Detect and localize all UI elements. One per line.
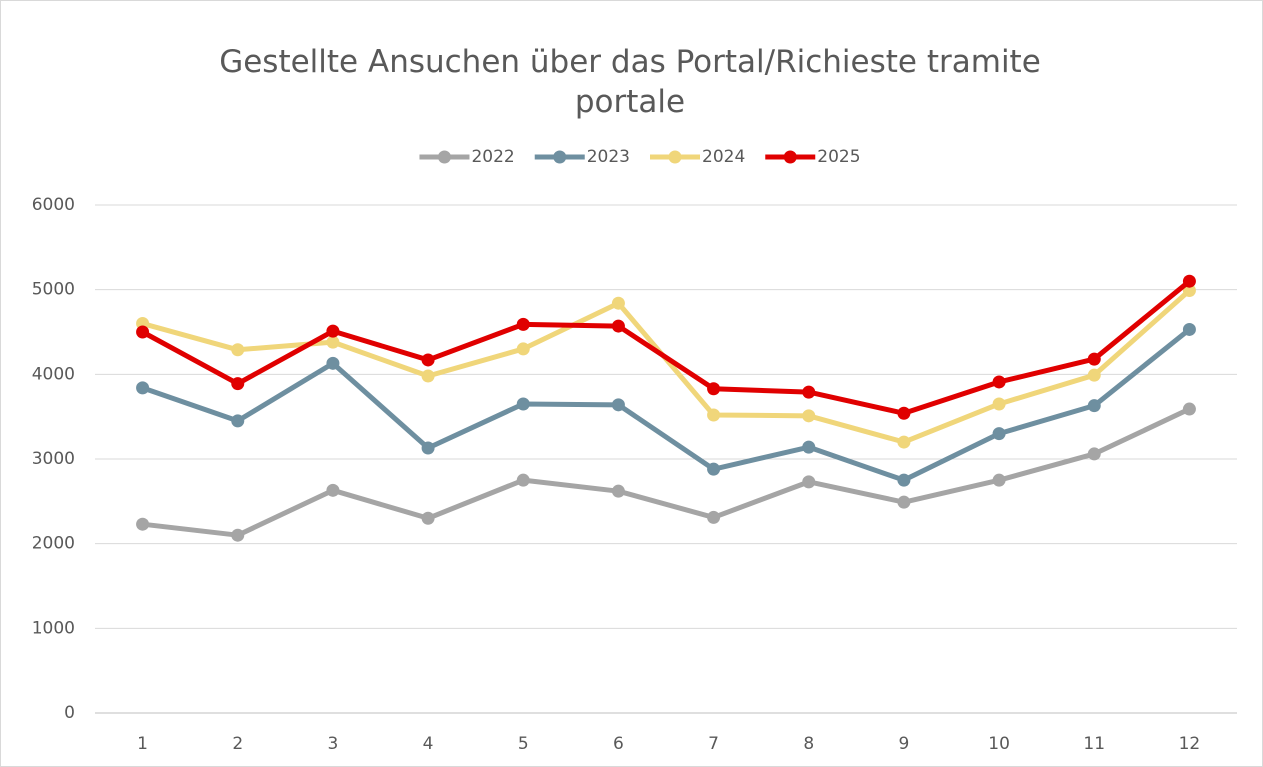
data-point (992, 473, 1006, 487)
x-tick-label: 6 (613, 734, 624, 754)
x-tick-label: 3 (328, 734, 339, 754)
legend-marker (437, 150, 451, 164)
x-tick-label: 9 (899, 734, 910, 754)
data-point (992, 427, 1006, 441)
x-tick-label: 10 (988, 734, 1010, 754)
data-point (326, 356, 340, 370)
x-tick-label: 1 (137, 734, 148, 754)
data-point (421, 369, 435, 383)
x-tick-label: 2 (232, 734, 243, 754)
x-tick-label: 5 (518, 734, 529, 754)
y-tick-label: 0 (64, 703, 75, 723)
data-point (421, 353, 435, 367)
series-line (141, 327, 1191, 483)
data-point (1182, 402, 1196, 416)
data-point (707, 408, 721, 422)
legend-label: 2024 (702, 147, 745, 167)
data-point (421, 441, 435, 455)
data-point (992, 375, 1006, 389)
data-point (1087, 399, 1101, 413)
data-point (802, 385, 816, 399)
data-point (516, 342, 530, 356)
legend-label: 2025 (817, 147, 860, 167)
data-point (802, 409, 816, 423)
legend-label: 2022 (471, 147, 514, 167)
data-point (802, 475, 816, 489)
data-point (1087, 447, 1101, 461)
data-point (611, 319, 625, 333)
data-point (611, 296, 625, 310)
data-point (707, 510, 721, 524)
data-point (421, 511, 435, 525)
y-tick-label: 2000 (32, 534, 75, 554)
data-point (707, 382, 721, 396)
y-tick-label: 1000 (32, 618, 75, 638)
data-point (326, 324, 340, 338)
data-point (1087, 368, 1101, 382)
data-point (231, 414, 245, 428)
legend-marker (668, 150, 682, 164)
legend-label: 2023 (587, 147, 630, 167)
y-tick-label: 5000 (32, 280, 75, 300)
y-tick-label: 6000 (32, 195, 75, 215)
data-point (136, 325, 150, 339)
x-tick-label: 7 (708, 734, 719, 754)
data-point (611, 484, 625, 498)
legend-marker (553, 150, 567, 164)
data-point (1182, 284, 1196, 298)
data-point (1087, 352, 1101, 366)
data-point (326, 335, 340, 349)
data-point (231, 377, 245, 391)
series-line (142, 406, 1191, 538)
data-point (231, 528, 245, 542)
data-point (1182, 274, 1196, 288)
data-point (897, 435, 911, 449)
x-tick-label: 12 (1179, 734, 1201, 754)
y-tick-label: 3000 (32, 449, 75, 469)
data-point (897, 473, 911, 487)
y-tick-label: 4000 (32, 364, 75, 384)
data-point (802, 440, 816, 454)
x-tick-label: 4 (423, 734, 434, 754)
legend-marker (783, 150, 797, 164)
data-point (516, 473, 530, 487)
series-line (141, 279, 1192, 416)
chart-title: Gestellte Ansuchen über das Portal/Richi… (219, 44, 1041, 120)
data-point (897, 495, 911, 509)
data-point (231, 343, 245, 357)
legend: 2022 2023 2024 2025 (419, 147, 861, 167)
data-point (897, 406, 911, 420)
data-point (611, 398, 625, 412)
data-point (707, 462, 721, 476)
data-point (992, 397, 1006, 411)
data-point (516, 397, 530, 411)
x-tick-label: 11 (1083, 734, 1105, 754)
data-point (1182, 322, 1196, 336)
data-point (136, 517, 150, 531)
data-point (516, 317, 530, 331)
x-tick-label: 8 (803, 734, 814, 754)
data-point (136, 381, 150, 395)
data-point (326, 483, 340, 497)
